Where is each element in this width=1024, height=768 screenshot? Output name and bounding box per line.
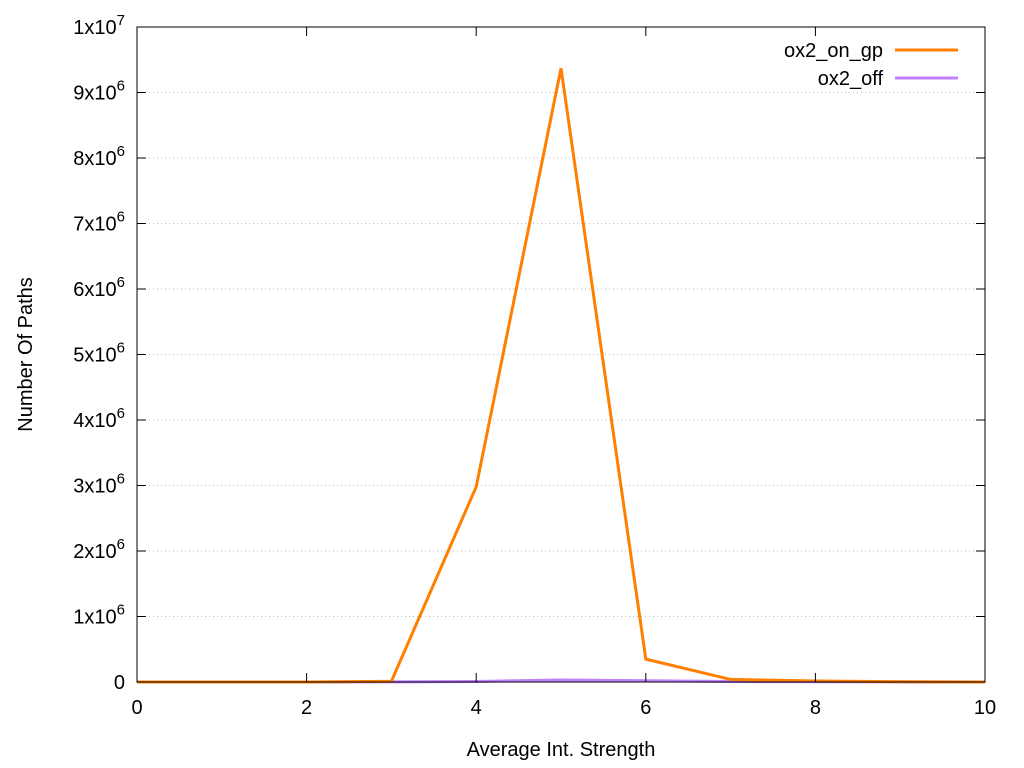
series-lines (137, 68, 986, 684)
x-tick-label: 10 (974, 697, 996, 719)
y-tick-label: 1x106 (73, 602, 125, 629)
legend-label-ox2_off: ox2_off (818, 68, 884, 90)
axis-ticks (136, 26, 986, 683)
y-tick-label: 2x106 (73, 536, 125, 563)
x-tick-label: 0 (131, 697, 142, 719)
y-axis-title: Number Of Paths (15, 277, 37, 432)
x-tick-label: 2 (301, 697, 312, 719)
y-tick-label: 9x106 (73, 78, 125, 105)
x-tick-label: 4 (471, 697, 482, 719)
x-tick-label: 8 (810, 697, 821, 719)
legend: ox2_on_gp ox2_off (784, 40, 958, 90)
x-axis-title: Average Int. Strength (467, 739, 656, 761)
grid-lines (137, 92, 985, 617)
tick-labels: 0 1x106 2x106 3x106 4x106 5x106 6x106 7x106 8x10… (73, 12, 996, 719)
y-tick-label: 6x106 (73, 274, 125, 301)
x-tick-label: 6 (640, 697, 651, 719)
y-tick-label: 0 (114, 672, 125, 694)
series-line-ox2_on_gp (137, 68, 986, 684)
y-tick-label: 5x106 (73, 340, 125, 367)
y-tick-label: 7x106 (73, 209, 125, 236)
y-tick-label: 4x106 (73, 405, 125, 432)
y-tick-label: 8x106 (73, 143, 125, 170)
legend-label-ox2_on_gp: ox2_on_gp (784, 40, 883, 62)
y-tick-label: 3x106 (73, 471, 125, 498)
y-tick-label: 1x107 (73, 12, 125, 39)
